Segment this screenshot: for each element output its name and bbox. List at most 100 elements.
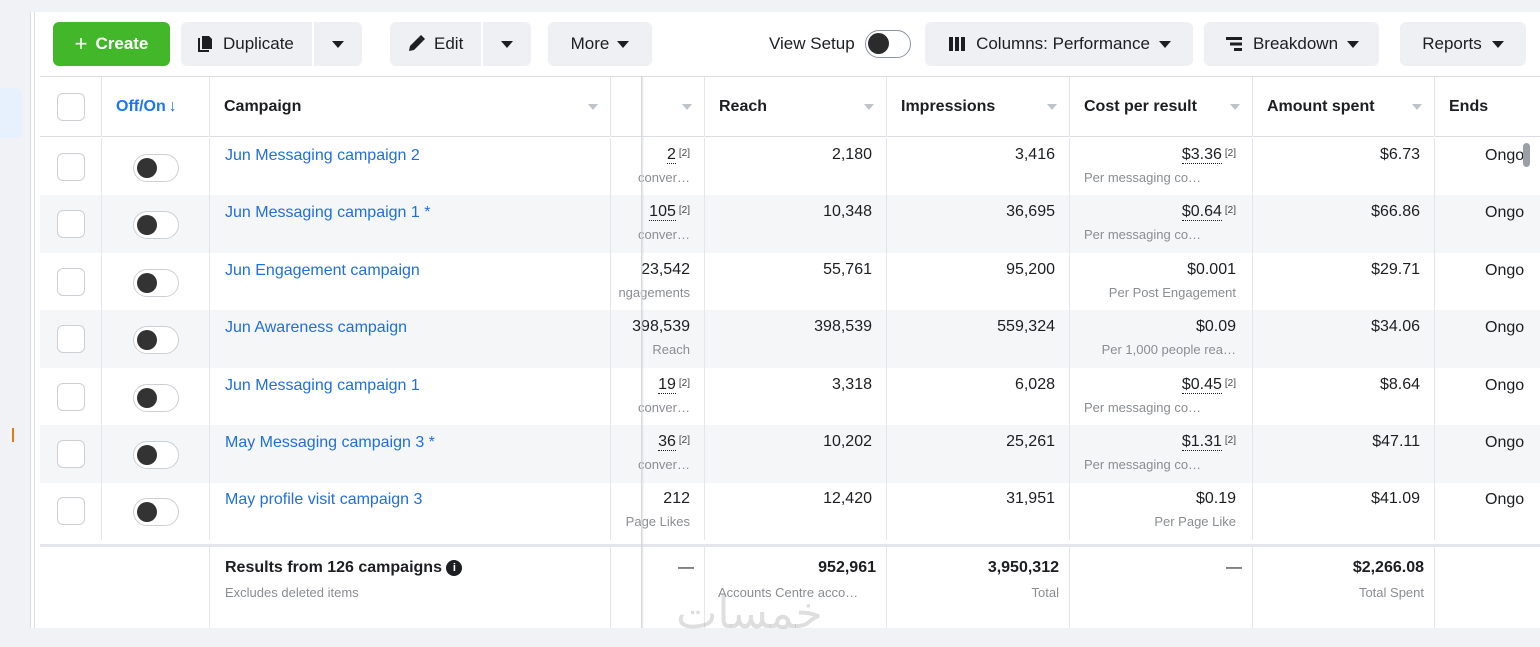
results-type: Page Likes [625,514,690,530]
campaign-name-link[interactable]: Jun Engagement campaign [210,252,611,311]
campaign-name-link[interactable]: May Messaging campaign 3 * [210,425,611,483]
row-checkbox[interactable] [57,497,85,526]
header-cpr-label: Cost per result [1084,98,1197,115]
footer-results-value: — [678,559,694,576]
table-row[interactable]: Jun Awareness campaign 398,539 Reach 398… [40,310,1540,369]
info-icon[interactable]: i [446,560,463,576]
create-label: Create [95,34,149,53]
campaign-name-link[interactable]: May profile visit campaign 3 [210,482,611,541]
table-row[interactable]: Jun Messaging campaign 2 2 [2] conver… 2,… [40,138,1540,196]
table-header: Off/On ↓ Campaign Reach Impressions Cost… [40,76,1540,137]
row-select-cell [40,425,102,483]
results-number: 19 [658,375,676,394]
campaign-name-link[interactable]: Jun Messaging campaign 1 [210,367,611,426]
breakdown-label: Breakdown [1252,34,1339,53]
campaign-on-off-toggle[interactable] [133,498,179,527]
footer-title: Results from 126 campaigns i [225,547,610,577]
campaign-name-link[interactable]: Jun Messaging campaign 2 [210,138,611,196]
header-reach[interactable]: Reach [705,77,887,137]
header-results[interactable] [611,77,705,137]
cost-per-result-cell: $0.64 [2] Per messaging co… [1070,195,1253,254]
row-checkbox[interactable] [57,267,85,296]
reach-value: 398,539 [814,318,872,336]
toggle-knob [137,158,157,178]
campaign-on-off-toggle[interactable] [133,211,179,240]
footer-title-text: Results from 126 campaigns [225,559,442,576]
pencil-icon [409,35,425,51]
ends-value: Ongo [1485,376,1525,394]
campaign-on-off-toggle[interactable] [133,326,179,355]
results-type: ngagements [618,284,690,300]
results-number: 105 [649,203,676,222]
spent-value: $34.06 [1371,318,1420,336]
impressions-value: 25,261 [1006,433,1055,450]
edit-dropdown-button[interactable] [483,22,531,66]
row-select-cell [40,195,102,254]
header-amount-spent[interactable]: Amount spent [1253,77,1435,137]
table-row[interactable]: Jun Engagement campaign 23,542 ngagement… [40,252,1540,311]
footer-results: — [611,547,705,628]
amount-spent-cell: $66.86 [1253,195,1435,254]
chevron-down-icon [1158,40,1171,48]
reports-button[interactable]: Reports [1400,22,1526,66]
view-setup-toggle[interactable] [864,30,911,58]
campaign-on-off-toggle[interactable] [133,383,179,412]
row-checkbox[interactable] [57,325,85,354]
sort-icon [864,104,874,110]
ends-value: Ongo [1485,147,1525,164]
horizontal-scroll-handle[interactable] [1523,143,1530,167]
impressions-cell: 559,324 [887,310,1070,369]
columns-button[interactable]: Columns: Performance [925,22,1193,66]
reach-value: 2,180 [831,146,872,163]
arrow-down-icon: ↓ [168,98,177,115]
results-number: 398,539 [632,318,690,336]
results-number: 212 [663,490,690,508]
reach-cell: 3,318 [705,367,887,426]
row-checkbox[interactable] [57,210,85,239]
row-select-cell [40,310,102,369]
spent-value: $66.86 [1371,203,1420,221]
edit-button[interactable]: Edit [390,22,481,66]
select-all-checkbox[interactable] [57,93,85,121]
edit-label: Edit [434,34,464,53]
header-ends[interactable]: Ends [1435,77,1540,137]
footer-spent-sub: Total Spent [1358,585,1424,600]
spent-value: $8.64 [1379,375,1420,393]
amount-spent-cell: $6.73 [1253,138,1435,196]
header-campaign[interactable]: Campaign [210,77,611,137]
campaign-name-link[interactable]: Jun Messaging campaign 1 * [210,195,611,254]
chevron-down-icon [1491,40,1504,48]
duplicate-button[interactable]: Duplicate [181,22,312,66]
row-checkbox[interactable] [57,440,85,468]
table-row[interactable]: May Messaging campaign 3 * 36 [2] conver…… [40,425,1540,483]
attribution-note: [2] [678,148,690,159]
create-button[interactable]: + Create [53,22,170,66]
more-button[interactable]: More [548,22,652,66]
impressions-value: 36,695 [1006,203,1055,221]
toggle-knob [137,215,157,236]
header-cost-per-result[interactable]: Cost per result [1070,77,1253,137]
results-cell: 212 Page Likes [611,482,705,541]
spent-value: $41.09 [1371,490,1420,508]
breakdown-button[interactable]: Breakdown [1204,22,1379,66]
campaign-name-link[interactable]: Jun Awareness campaign [210,310,611,369]
row-checkbox[interactable] [57,153,85,181]
duplicate-dropdown-button[interactable] [314,22,362,66]
split-divider [311,22,314,66]
campaign-on-off-toggle[interactable] [133,441,179,469]
results-cell: 36 [2] conver… [611,425,705,483]
cost-per-result-cell: $0.001 Per Post Engagement [1070,252,1253,311]
row-checkbox[interactable] [57,382,85,411]
spent-value: $6.73 [1379,146,1420,163]
impressions-value: 95,200 [1006,260,1055,278]
sort-icon [588,104,598,110]
cpr-number: $0.45 [1181,375,1222,394]
table-row[interactable]: Jun Messaging campaign 1 19 [2] conver… 3… [40,367,1540,426]
header-impressions[interactable]: Impressions [887,77,1070,137]
table-row[interactable]: May profile visit campaign 3 212 Page Li… [40,482,1540,541]
table-row[interactable]: Jun Messaging campaign 1 * 105 [2] conver… [40,195,1540,254]
campaign-on-off-toggle[interactable] [133,154,179,182]
columns-label: Columns: Performance [976,34,1150,53]
campaign-on-off-toggle[interactable] [133,268,179,297]
header-offon[interactable]: Off/On ↓ [102,77,210,137]
